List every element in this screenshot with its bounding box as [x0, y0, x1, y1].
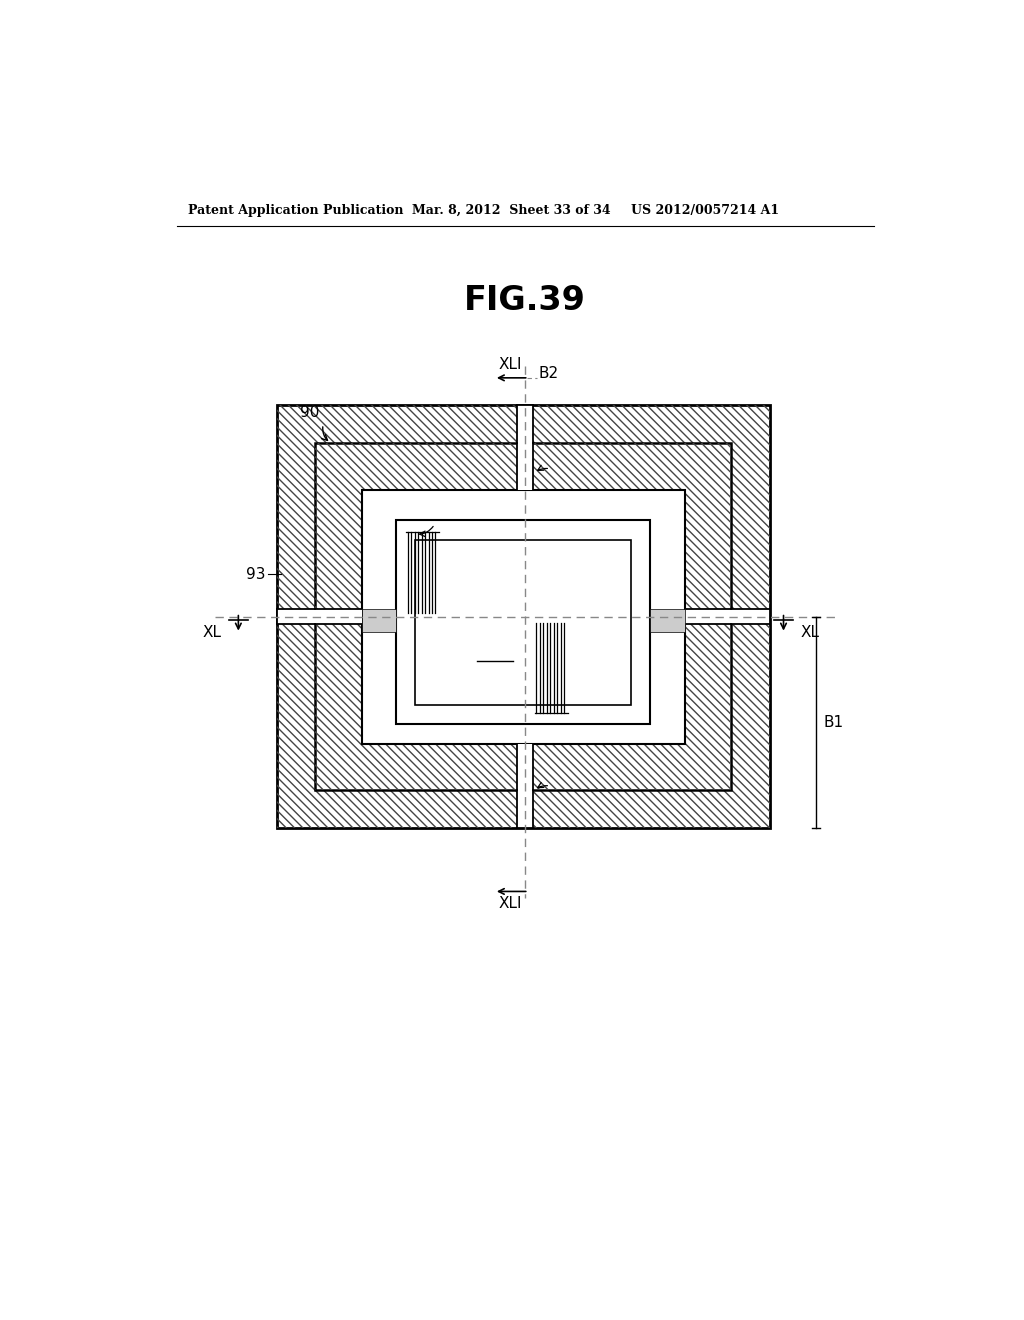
Bar — [416, 540, 631, 705]
Bar — [361, 609, 396, 632]
Bar — [315, 444, 731, 789]
Text: FIG.39: FIG.39 — [464, 284, 586, 317]
Text: XLI: XLI — [499, 358, 521, 372]
Bar — [361, 490, 685, 743]
Text: XL: XL — [801, 624, 819, 640]
Bar — [517, 789, 532, 829]
Text: 92: 92 — [375, 774, 394, 788]
Text: US 2012/0057214 A1: US 2012/0057214 A1 — [631, 205, 779, 218]
Bar — [517, 743, 532, 789]
Bar — [315, 609, 361, 624]
Bar — [685, 609, 731, 624]
Bar — [276, 609, 315, 624]
Text: Patent Application Publication: Patent Application Publication — [188, 205, 403, 218]
Bar — [276, 405, 770, 829]
Text: 91a: 91a — [478, 648, 507, 663]
Text: 93: 93 — [246, 566, 265, 582]
Bar — [315, 444, 731, 789]
Bar — [517, 444, 532, 490]
Text: XLI: XLI — [499, 896, 521, 911]
Bar — [315, 444, 731, 789]
Bar — [396, 520, 650, 725]
Text: Mar. 8, 2012  Sheet 33 of 34: Mar. 8, 2012 Sheet 33 of 34 — [412, 205, 610, 218]
Text: 91: 91 — [433, 511, 453, 527]
Text: 90: 90 — [300, 405, 319, 420]
Bar — [731, 609, 770, 624]
Text: 94: 94 — [364, 636, 383, 651]
Bar — [517, 405, 532, 444]
Text: 95: 95 — [552, 775, 571, 789]
Text: B1: B1 — [823, 714, 844, 730]
Bar — [276, 405, 770, 829]
Text: B2: B2 — [539, 367, 559, 381]
Text: 94: 94 — [659, 636, 679, 651]
Bar — [361, 490, 685, 743]
Text: XL: XL — [203, 624, 221, 640]
Bar — [650, 609, 685, 632]
Text: 95: 95 — [552, 457, 571, 473]
